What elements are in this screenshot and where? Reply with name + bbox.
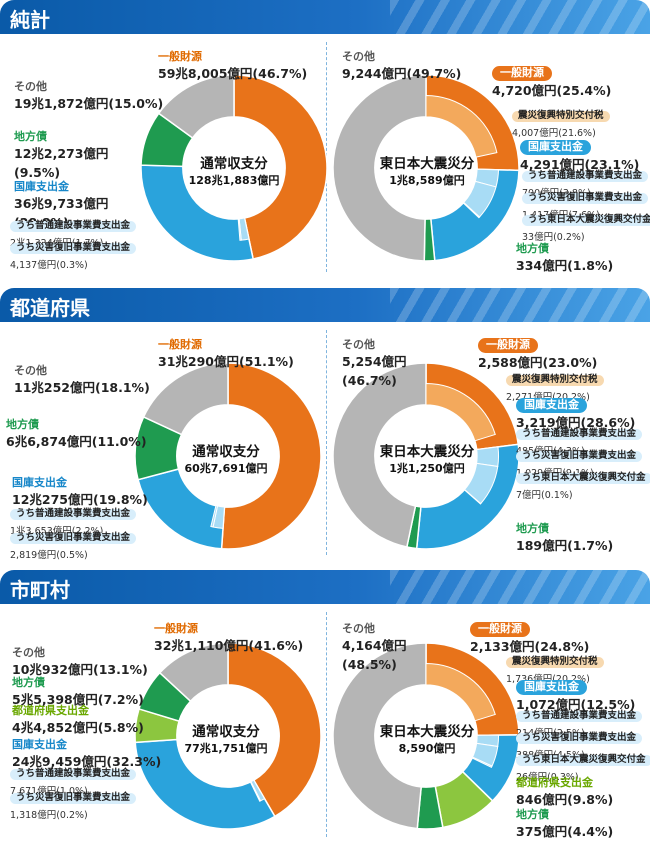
donut-slice <box>227 642 322 818</box>
label-prefecture-subsidy: 都道府県支出金 4兆4,852億円(5.8%) <box>12 704 144 736</box>
donut-slice <box>158 642 229 703</box>
label-local-bond: 地方債 189億円(1.7%) <box>516 522 614 554</box>
donut-center-label: 東日本大震災分 1兆8,589億円 <box>379 156 475 187</box>
donut-hole <box>178 406 278 506</box>
label-other: その他 19兆1,872億円(15.0%) <box>14 80 164 112</box>
label-other: その他 10兆932億円(13.1%) <box>12 646 148 678</box>
donut-slice <box>220 362 322 550</box>
label-local-bond: 地方債 6兆6,874億円(11.0%) <box>6 418 147 450</box>
sub-item-special-grant: 震災復興特別交付税2,271億円(20.2%) <box>506 368 604 405</box>
label-general-revenue: 一般財源 4,720億円(25.4%) <box>492 66 612 98</box>
donut-slice <box>332 362 427 548</box>
section-title: 市町村 <box>10 578 70 602</box>
section-banner-total: 純計 <box>0 0 650 34</box>
label-general-revenue: 一般財源 59兆8,005億円(46.7%) <box>158 50 308 82</box>
sub-item: うち東日本大震災復興交付金 26億円(0.3%) <box>516 748 650 785</box>
donut-center-label: 通常収支分 128兆1,883億円 <box>188 156 280 187</box>
label-general-revenue: 一般財源 31兆290億円(51.1%) <box>158 338 294 370</box>
donut-sub-slice <box>425 662 496 722</box>
donut-sub-slice <box>463 488 482 505</box>
divider <box>326 612 327 837</box>
label-local-bond: 地方債 334億円(1.8%) <box>516 242 614 274</box>
donut-sub-slice <box>425 382 496 442</box>
section-title: 都道府県 <box>10 296 90 320</box>
label-other: その他 5,254億円 (46.7%) <box>342 338 407 388</box>
donut-sub-slice <box>249 781 262 802</box>
divider <box>326 330 327 555</box>
donut-hole <box>178 686 278 786</box>
label-local-bond: 地方債 375億円(4.4%) <box>516 808 614 840</box>
donut-center-label: 通常収支分 77兆1,751億円 <box>184 724 268 755</box>
sub-item: うち東日本大震災復興交付金 7億円(0.1%) <box>516 466 650 503</box>
label-general-revenue: 一般財源 2,588億円(23.0%) <box>478 338 598 370</box>
label-national-subsidy: 国庫支出金 1,072億円(12.5%) <box>516 680 636 712</box>
label-prefecture-subsidy: 都道府県支出金 846億円(9.8%) <box>516 776 614 808</box>
label-local-bond: 地方債 12兆2,273億円 (9.5%) <box>14 130 109 180</box>
donut-center-label: 通常収支分 60兆7,691億円 <box>184 444 268 475</box>
label-general-revenue: 一般財源 2,133億円(24.8%) <box>470 622 590 654</box>
donut-slice <box>332 74 427 262</box>
label-other: その他 4,164億円 (48.5%) <box>342 622 407 672</box>
donut-slice <box>140 164 255 262</box>
donut-hole <box>376 406 476 506</box>
label-local-bond: 地方債 5兆5,398億円(7.2%) <box>12 676 144 708</box>
label-other: その他 11兆252億円(18.1%) <box>14 364 150 396</box>
donut-hole <box>376 118 476 218</box>
sub-item-special-grant: 震災復興特別交付税 4,007億円(21.6%) <box>512 104 610 141</box>
sub-item: うち災害復旧事業費支出金 2,819億円(0.5%) <box>10 526 137 563</box>
donut-slice <box>142 362 229 436</box>
donut-sub-slice <box>462 201 481 219</box>
sub-item: うち東日本大震災復興交付金 33億円(0.2%) <box>522 208 650 245</box>
sub-item: うち災害復旧事業費支出金 4,137億円(0.3%) <box>10 236 137 273</box>
sub-item: うち普通建設事業費支出金 7,671億円(1.0%) <box>10 762 137 799</box>
donut-slice <box>233 74 328 260</box>
section-banner-municipal: 市町村 <box>0 570 650 604</box>
label-general-revenue: 一般財源 32兆1,110億円(41.6%) <box>154 622 304 654</box>
donut-center-label: 東日本大震災分 1兆1,250億円 <box>379 444 475 475</box>
label-national-subsidy: 国庫支出金 3,219億円(28.6%) <box>516 398 636 430</box>
section-title: 純計 <box>10 8 50 32</box>
label-national-subsidy: 国庫支出金 24兆9,459億円(32.3%) <box>12 738 162 770</box>
label-other: その他 9,244億円(49.7%) <box>342 50 462 82</box>
label-national-subsidy: 国庫支出金 4,291億円(23.1%) <box>520 140 640 172</box>
sub-item: うち普通建設事業費支出金 1兆3,653億円(2.2%) <box>10 502 137 539</box>
donut-hole <box>376 686 476 786</box>
section-banner-prefecture: 都道府県 <box>0 288 650 322</box>
sub-item: うち災害復旧事業費支出金 1,318億円(0.2%) <box>10 786 137 823</box>
donut-center-label: 東日本大震災分 8,590億円 <box>379 724 475 755</box>
donut-sub-slice <box>210 505 219 528</box>
donut-slice <box>332 642 427 830</box>
label-national-subsidy: 国庫支出金 12兆275億円(19.8%) <box>12 476 148 508</box>
donut-sub-slice <box>237 218 242 241</box>
donut-sub-slice <box>471 756 493 768</box>
donut-slice <box>134 738 276 830</box>
donut-sub-slice <box>425 94 498 158</box>
sub-item-special-grant: 震災復興特別交付税1,736億円(20.2%) <box>506 650 604 687</box>
donut-slice <box>157 74 235 139</box>
donut-hole <box>184 118 284 218</box>
